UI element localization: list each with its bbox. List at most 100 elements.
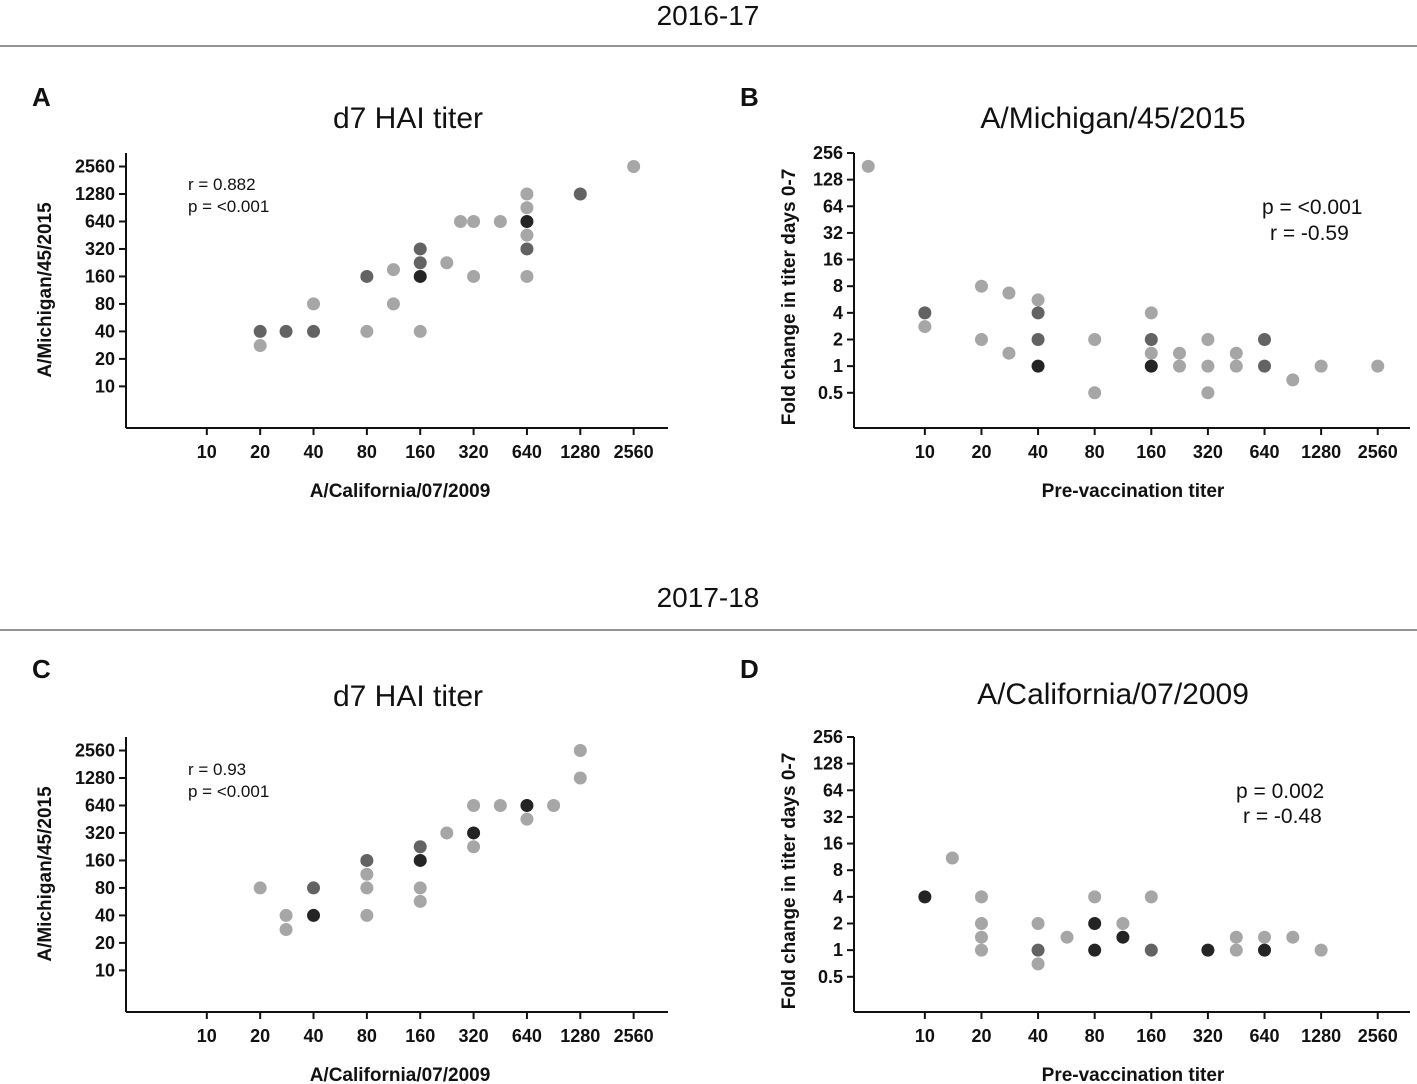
panel-c-data-point — [279, 908, 293, 922]
panel-a-data-point — [386, 297, 400, 311]
panel-d-data-point — [1144, 890, 1158, 904]
panel-c-y-tick-label: 20 — [95, 933, 115, 953]
panel-b-data-point — [1144, 332, 1158, 346]
panel-b-data-point — [1173, 359, 1187, 373]
panel-d-x-tick-label: 160 — [1136, 1026, 1166, 1046]
panel-d-x-tick-label: 1280 — [1301, 1026, 1341, 1046]
panel-b-data-point — [1144, 306, 1158, 320]
panel-d-y-tick-label: 4 — [833, 887, 843, 907]
panel-a-data-point — [307, 324, 321, 338]
panel-c-plot: 10 20 40 80 160 320 640 1280 2560 10 20 40 80 160 320 6… — [75, 737, 668, 1046]
panel-d-data-point — [1314, 943, 1328, 957]
panel-c-x-tick-label: 20 — [250, 1026, 270, 1046]
panel-d-x-tick-label: 640 — [1249, 1026, 1279, 1046]
panel-d-y-tick-label: 0.5 — [818, 967, 843, 987]
panel-d-y-tick-label: 16 — [823, 834, 843, 854]
panel-b-data-point — [1286, 373, 1300, 387]
panel-a-data-point — [520, 187, 534, 201]
panel-d-x-tick-label: 40 — [1028, 1026, 1048, 1046]
panel-b-x-tick-label: 20 — [971, 442, 991, 462]
panel-a-x-tick-label: 2560 — [614, 442, 654, 462]
panel-b-x-tick-label: 160 — [1136, 442, 1166, 462]
panel-b-y-tick-label: 64 — [823, 196, 843, 216]
panel-d-data-point — [1144, 943, 1158, 957]
panel-d-x-tick-label: 2560 — [1358, 1026, 1398, 1046]
panel-b-x-tick-label: 80 — [1085, 442, 1105, 462]
season-title-2016-17: 2016-17 — [657, 0, 760, 31]
panel-b-ylabel: Fold change in titer days 0-7 — [779, 169, 800, 426]
panel-c-stat-p: p = <0.001 — [188, 782, 269, 801]
panel-b-y-tick-label: 0.5 — [818, 383, 843, 403]
panel-a-data-point — [573, 187, 587, 201]
panel-d-data-point — [1031, 957, 1045, 971]
panel-d-data-point — [1116, 930, 1130, 944]
panel-b-y-tick-label: 128 — [813, 170, 843, 190]
panel-d-x-tick-label: 80 — [1085, 1026, 1105, 1046]
panel-b-xlabel: Pre-vaccination titer — [1042, 481, 1225, 502]
panel-a-data-point — [467, 269, 481, 283]
panel-a-data-point — [520, 201, 534, 215]
panel-c-x-tick-label: 2560 — [614, 1026, 654, 1046]
panel-c-data-point — [413, 840, 427, 854]
panel-c-y-tick-label: 1280 — [75, 768, 115, 788]
panel-c-data-point — [360, 853, 374, 867]
panel-d-y-tick-label: 8 — [833, 860, 843, 880]
panel-a-data-point — [307, 297, 321, 311]
panel-b-data-point — [1031, 306, 1045, 320]
panel-b-data-point — [1314, 359, 1328, 373]
panel-b-data-point — [1201, 386, 1215, 400]
panel-a-y-tick-label: 2560 — [75, 157, 115, 177]
panel-c-data-point — [467, 826, 481, 840]
panel-a-data-point — [413, 256, 427, 270]
panel-a-data-point — [520, 228, 534, 242]
panel-d-data-point — [1031, 943, 1045, 957]
panel-b-x-tick-label: 640 — [1249, 442, 1279, 462]
panel-b-y-tick-label: 16 — [823, 250, 843, 270]
panel-b-data-point — [1144, 346, 1158, 360]
panel-a-data-point — [253, 339, 267, 353]
panel-b-y-tick-label: 256 — [813, 143, 843, 163]
panel-b-data-point — [1031, 332, 1045, 346]
panel-d-plot: 10 20 40 80 160 320 640 1280 2560 0.5 1 2 4 8 16 32 64 12… — [813, 727, 1410, 1046]
panel-d-xlabel: Pre-vaccination titer — [1042, 1065, 1225, 1084]
panel-d-y-tick-label: 2 — [833, 913, 843, 933]
panel-a-x-tick-label: 80 — [357, 442, 377, 462]
panel-c-y-tick-label: 640 — [85, 795, 115, 815]
panel-b-y-tick-label: 2 — [833, 329, 843, 349]
panel-a-data-point — [360, 269, 374, 283]
panel-c-y-tick-label: 40 — [95, 905, 115, 925]
panel-b-plot: 10 20 40 80 160 320 640 1280 2560 0.5 1 2 4 8 16 32 64 12… — [813, 143, 1410, 462]
panel-a-data-point — [520, 214, 534, 228]
panel-c-y-tick-label: 80 — [95, 878, 115, 898]
panel-d-stat-p: p = 0.002 — [1236, 780, 1324, 803]
panel-c-data-point — [413, 881, 427, 895]
panel-letter-c: C — [32, 654, 51, 684]
panel-d-data-point — [1116, 916, 1130, 930]
panel-letter-b: B — [740, 82, 759, 112]
panel-a-y-tick-label: 320 — [85, 239, 115, 259]
panel-c-data-point — [253, 881, 267, 895]
panel-b: B A/Michigan/45/2015 p = <0.001 r = -0.5… — [740, 82, 1410, 502]
panel-a-x-tick-label: 20 — [250, 442, 270, 462]
panel-d-y-tick-label: 1 — [833, 940, 843, 960]
panel-d-stat-r: r = -0.48 — [1243, 805, 1322, 828]
panel-a-data-point — [413, 242, 427, 256]
panel-c-data-point — [573, 744, 587, 758]
panel-b-data-point — [1002, 286, 1016, 300]
panel-d-data-point — [1088, 916, 1102, 930]
panel-c-x-tick-label: 10 — [197, 1026, 217, 1046]
panel-a-data-point — [493, 214, 507, 228]
panel-b-data-point — [1229, 359, 1243, 373]
panel-d: D A/California/07/2009 p = 0.002 r = -0.… — [740, 654, 1410, 1084]
panel-c-data-point — [440, 826, 454, 840]
panel-b-data-point — [918, 320, 932, 334]
panel-a-x-tick-label: 1280 — [560, 442, 600, 462]
panel-b-data-point — [1371, 359, 1385, 373]
panel-d-data-point — [1229, 930, 1243, 944]
panel-b-x-tick-label: 2560 — [1358, 442, 1398, 462]
panel-b-y-tick-label: 8 — [833, 276, 843, 296]
panel-d-y-tick-label: 64 — [823, 780, 843, 800]
panel-a-data-point — [413, 269, 427, 283]
panel-a-stat-p: p = <0.001 — [188, 197, 269, 216]
